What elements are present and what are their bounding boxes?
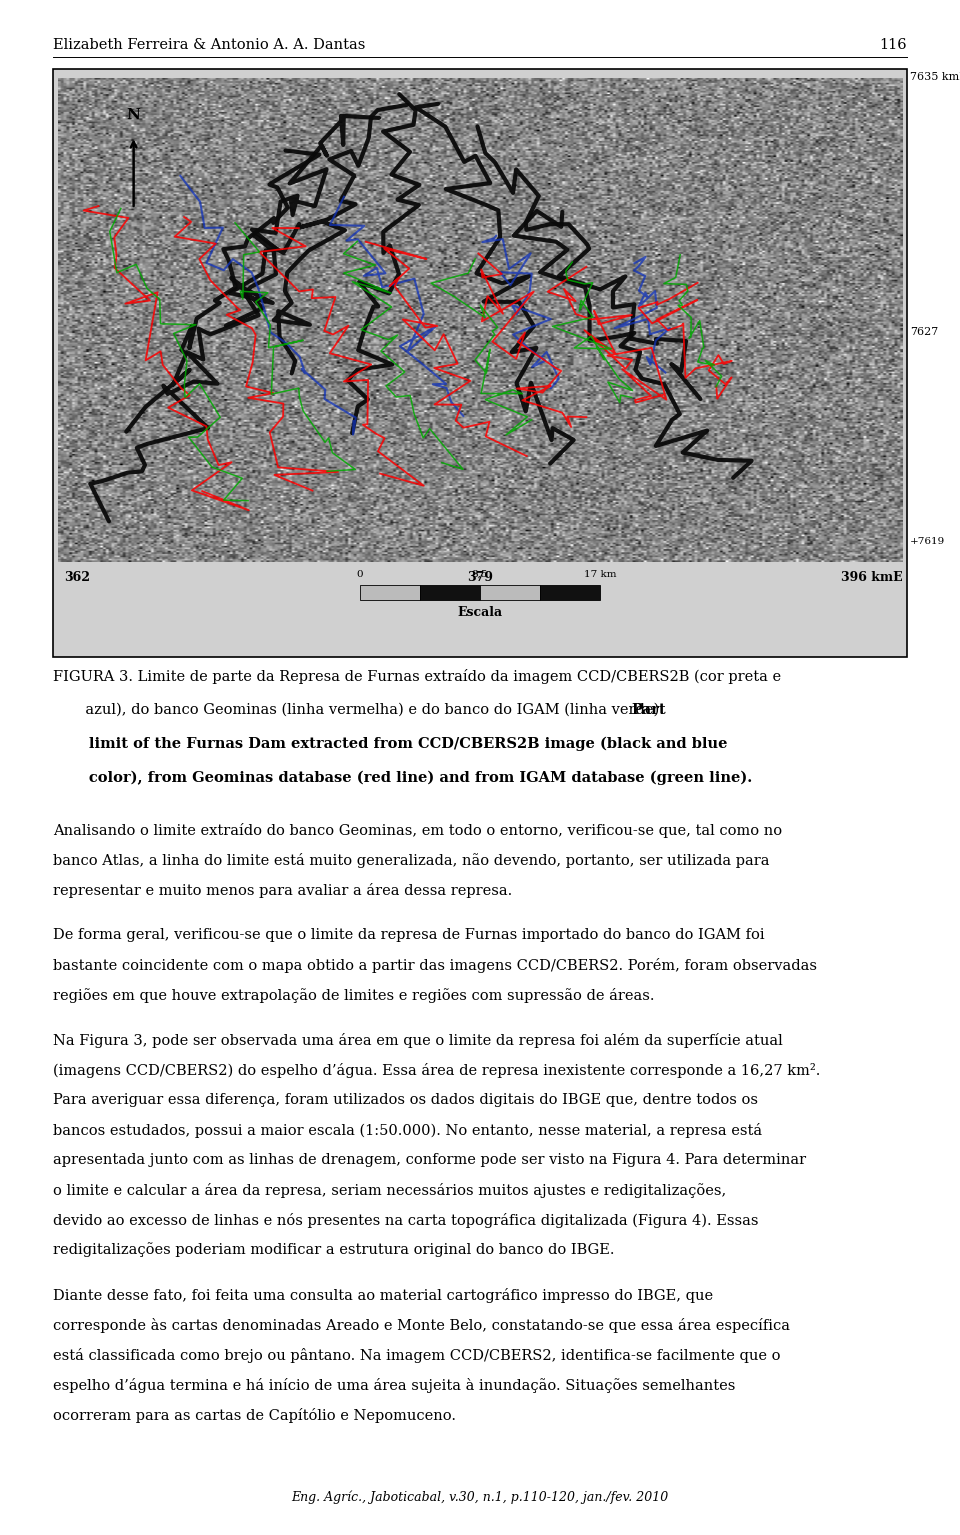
Text: espelho d’água termina e há início de uma área sujeita à inundação. Situações se: espelho d’água termina e há início de um… xyxy=(53,1378,735,1392)
Text: De forma geral, verificou-se que o limite da represa de Furnas importado do banc: De forma geral, verificou-se que o limit… xyxy=(53,929,764,942)
Text: limit of the Furnas Dam extracted from CCD/CBERS2B image (black and blue: limit of the Furnas Dam extracted from C… xyxy=(53,737,728,751)
Text: 116: 116 xyxy=(879,38,907,52)
Bar xyxy=(420,585,480,600)
Text: Analisando o limite extraído do banco Geominas, em todo o entorno, verificou-se : Analisando o limite extraído do banco Ge… xyxy=(53,823,782,838)
Bar xyxy=(480,585,540,600)
Text: 0: 0 xyxy=(357,569,363,579)
Text: corresponde às cartas denominadas Areado e Monte Belo, constatando-se que essa á: corresponde às cartas denominadas Areado… xyxy=(53,1319,790,1332)
Text: está classificada como brejo ou pântano. Na imagem CCD/CBERS2, identifica-se fac: está classificada como brejo ou pântano.… xyxy=(53,1348,780,1363)
Bar xyxy=(360,585,420,600)
Text: regiões em que houve extrapolação de limites e regiões com supressão de áreas.: regiões em que houve extrapolação de lim… xyxy=(53,989,655,1002)
Text: 396 kmE: 396 kmE xyxy=(841,571,902,583)
Text: representar e muito menos para avaliar a área dessa represa.: representar e muito menos para avaliar a… xyxy=(53,883,512,898)
Text: Eng. Agríc., Jaboticabal, v.30, n.1, p.110-120, jan./fev. 2010: Eng. Agríc., Jaboticabal, v.30, n.1, p.1… xyxy=(292,1490,668,1504)
Text: Para averiguar essa diferença, foram utilizados os dados digitais do IBGE que, d: Para averiguar essa diferença, foram uti… xyxy=(53,1093,757,1107)
Text: (imagens CCD/CBERS2) do espelho d’água. Essa área de represa inexistente corresp: (imagens CCD/CBERS2) do espelho d’água. … xyxy=(53,1064,820,1078)
Text: Part: Part xyxy=(632,703,666,717)
Text: Escala: Escala xyxy=(457,606,503,619)
Text: N: N xyxy=(127,107,140,121)
Text: 17 km: 17 km xyxy=(584,569,616,579)
Text: ocorreram para as cartas de Capítólio e Nepomuceno.: ocorreram para as cartas de Capítólio e … xyxy=(53,1408,456,1423)
Text: color), from Geominas database (red line) and from IGAM database (green line).: color), from Geominas database (red line… xyxy=(53,771,752,784)
Text: o limite e calcular a área da represa, seriam necessários muitos ajustes e redig: o limite e calcular a área da represa, s… xyxy=(53,1183,726,1197)
Bar xyxy=(53,69,907,657)
Text: apresentada junto com as linhas de drenagem, conforme pode ser visto na Figura 4: apresentada junto com as linhas de drena… xyxy=(53,1153,806,1167)
Text: devido ao excesso de linhas e nós presentes na carta topográfica digitalizada (F: devido ao excesso de linhas e nós presen… xyxy=(53,1213,758,1228)
Text: 7627: 7627 xyxy=(910,327,938,338)
Text: 362: 362 xyxy=(64,571,90,583)
Text: Na Figura 3, pode ser observada uma área em que o limite da represa foi além da : Na Figura 3, pode ser observada uma área… xyxy=(53,1033,782,1048)
Text: bastante coincidente com o mapa obtido a partir das imagens CCD/CBERS2. Porém, f: bastante coincidente com o mapa obtido a… xyxy=(53,958,817,973)
Text: azul), do banco Geominas (linha vermelha) e do banco do IGAM (linha verde).: azul), do banco Geominas (linha vermelha… xyxy=(53,703,668,717)
Text: Elizabeth Ferreira & Antonio A. A. Dantas: Elizabeth Ferreira & Antonio A. A. Danta… xyxy=(53,38,365,52)
Text: FIGURA 3. Limite de parte da Represa de Furnas extraído da imagem CCD/CBERS2B (c: FIGURA 3. Limite de parte da Represa de … xyxy=(53,669,780,685)
Text: 379: 379 xyxy=(467,571,493,583)
Text: 7635 kmN: 7635 kmN xyxy=(910,72,960,81)
Text: banco Atlas, a linha do limite está muito generalizada, não devendo, portanto, s: banco Atlas, a linha do limite está muit… xyxy=(53,853,769,867)
Text: 8,5: 8,5 xyxy=(471,569,489,579)
Text: +7619: +7619 xyxy=(910,537,946,546)
Text: redigitalizações poderiam modificar a estrutura original do banco do IBGE.: redigitalizações poderiam modificar a es… xyxy=(53,1243,614,1257)
Bar xyxy=(540,585,600,600)
Text: Diante desse fato, foi feita uma consulta ao material cartográfico impresso do I: Diante desse fato, foi feita uma consult… xyxy=(53,1288,713,1303)
Text: bancos estudados, possui a maior escala (1:50.000). No entanto, nesse material, : bancos estudados, possui a maior escala … xyxy=(53,1124,762,1137)
